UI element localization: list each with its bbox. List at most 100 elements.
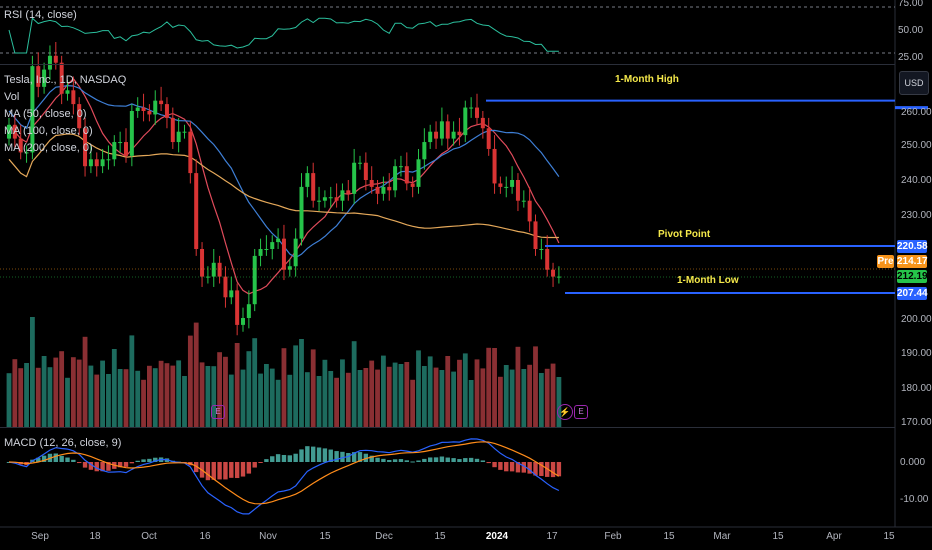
candle-body [12, 124, 17, 139]
time-axis-label: 2024 [485, 531, 509, 542]
volume-bar [521, 369, 527, 427]
candle-body [334, 197, 339, 201]
volume-bar [269, 368, 275, 427]
macd-histogram-bar [106, 462, 111, 471]
earnings-marker-oct[interactable]: E [211, 405, 225, 419]
candle-body [159, 100, 164, 105]
price-tick-200: 200.00 [901, 314, 932, 325]
volume-bar [556, 377, 562, 427]
macd-histogram-bar [369, 455, 374, 462]
candle-body [83, 128, 88, 167]
time-axis-label: Apr [826, 531, 842, 542]
candle-body [515, 180, 520, 201]
volume-bar [310, 349, 316, 427]
macd-histogram-bar [504, 462, 509, 472]
macd-histogram-bar [486, 462, 491, 464]
candle-body [352, 162, 357, 194]
rsi-legend[interactable]: RSI (14, close) [4, 9, 77, 21]
candle-body [545, 249, 550, 270]
volume-bar [182, 376, 187, 427]
candle-body [141, 107, 146, 111]
candle-body [428, 131, 433, 143]
currency-button[interactable]: USD [899, 71, 929, 95]
candle-body [381, 186, 386, 194]
candle-body [24, 152, 29, 154]
volume-bar [12, 359, 18, 427]
volume-bar [398, 364, 404, 427]
macd-histogram-bar [211, 462, 216, 480]
candle-body [100, 159, 105, 167]
ma50-legend[interactable]: MA (50, close, 0) [4, 108, 87, 120]
candle-body [241, 318, 245, 325]
volume-bar [111, 349, 117, 427]
volume-bar [41, 356, 47, 427]
candle-body [176, 131, 181, 143]
candle-body [287, 266, 292, 270]
macd-histogram-bar [129, 462, 135, 464]
volume-bar [234, 343, 240, 427]
candle-body [258, 249, 263, 256]
macd-histogram-bar [229, 462, 234, 478]
ma100-legend[interactable]: MA (100, close, 0) [4, 125, 93, 137]
candle-body [363, 162, 368, 180]
macd-histogram-bar [463, 458, 468, 462]
volume-bar [474, 359, 480, 427]
volume-bar [187, 335, 193, 427]
macd-histogram-bar [281, 454, 287, 462]
candle-body [439, 121, 444, 139]
macd-histogram-bar [334, 451, 339, 462]
earnings-marker-jan[interactable]: E [574, 405, 588, 419]
candle-body [112, 142, 117, 160]
volume-bar [35, 367, 41, 427]
candle-body [65, 90, 70, 94]
ma200-legend[interactable]: MA (200, close, 0) [4, 142, 93, 154]
volume-bar [433, 367, 439, 427]
candle-body [398, 166, 403, 168]
candle-body [211, 262, 216, 277]
volume-bar [375, 369, 380, 427]
macd-legend[interactable]: MACD (12, 26, close, 9) [4, 437, 122, 449]
macd-histogram-bar [77, 462, 82, 464]
macd-histogram-bar [293, 453, 298, 462]
candle-body [422, 142, 427, 160]
candle-body [252, 255, 257, 305]
volume-bar [123, 369, 129, 427]
candle-body [457, 131, 462, 136]
rsi-tick-25: 25.00 [898, 52, 924, 63]
candle-body [410, 183, 415, 187]
candle-body [387, 186, 392, 191]
symbol-legend[interactable]: Tesla, Inc., 1D, NASDAQ [4, 74, 127, 86]
dividend-splits-icon[interactable]: ⚡ [557, 404, 573, 420]
volume-bar [427, 356, 433, 427]
rsi-pane-divider[interactable] [0, 64, 895, 65]
volume-bar [363, 368, 369, 427]
volume-bar [293, 345, 299, 427]
macd-pane-divider[interactable] [0, 427, 895, 428]
candle-body [358, 162, 362, 164]
volume-bar [152, 368, 158, 427]
candle-body [404, 166, 409, 184]
volume-bar [211, 366, 217, 427]
pivot-point-label: Pivot Point [658, 229, 711, 240]
volume-bar [550, 363, 556, 427]
pre-market-price-tag: 214.17 [897, 255, 928, 268]
volume-bar [322, 359, 328, 427]
candle-body [498, 183, 503, 187]
macd-histogram-bar [275, 454, 281, 462]
candle-body [217, 262, 222, 277]
candle-body [229, 290, 234, 298]
macd-histogram-bar [217, 462, 222, 480]
candle-body [293, 238, 298, 267]
macd-histogram-bar [147, 458, 152, 462]
volume-legend[interactable]: Vol [4, 91, 20, 103]
candle-body [416, 159, 421, 187]
time-axis-label: 18 [89, 531, 101, 542]
candle-body [486, 128, 491, 149]
macd-histogram-bar [71, 459, 76, 462]
price-tick-260: 260.00 [901, 107, 932, 118]
volume-bar [457, 359, 462, 427]
volume-bar [392, 362, 398, 427]
volume-bar [281, 348, 287, 427]
volume-bar [544, 368, 550, 427]
